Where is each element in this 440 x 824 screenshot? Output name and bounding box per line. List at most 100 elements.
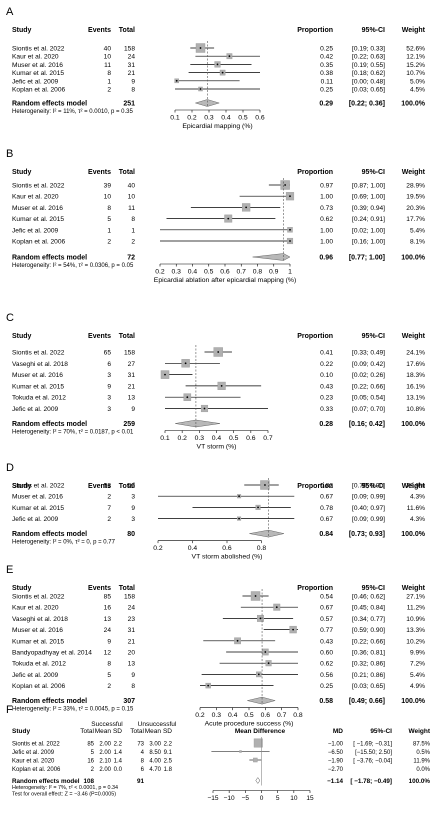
study-weight: 8.1% [410, 239, 425, 246]
study-total-unsuccessful: 4 [141, 750, 145, 756]
summary-total: 251 [123, 101, 135, 108]
study-row: Siontis et al. 2022 53 65 0.82 [0.70; 0.90] 7… [12, 480, 425, 490]
point-estimate [227, 217, 230, 220]
study-ci: [0.07; 0.70] [352, 406, 385, 413]
study-events: 9 [107, 383, 111, 390]
header-total: Total [119, 585, 135, 592]
point-estimate [292, 628, 294, 631]
summary-label: Random effects model [12, 698, 87, 705]
header-proportion: Proportion [297, 585, 333, 592]
summary-proportion: 0.96 [319, 255, 333, 262]
study-mean-unsuccessful: 4.00 [149, 758, 161, 764]
axis-tick-label: −10 [224, 795, 235, 802]
group-header-successful: Successful [91, 721, 123, 728]
study-total: 31 [128, 627, 136, 634]
overall-effect-test: Test for overall effect: Z = −3.46 (P=0.… [12, 792, 116, 798]
study-proportion: 0.62 [320, 216, 333, 223]
header-events: Events [88, 169, 111, 176]
study-events: 10 [104, 54, 112, 61]
study-total-successful: 2 [91, 767, 95, 773]
study-mean-unsuccessful: 4.70 [149, 767, 161, 773]
axis-tick-label: 0.2 [177, 435, 187, 442]
header-weight: Weight [402, 585, 426, 592]
study-name: Siontis et al. 2022 [12, 350, 65, 357]
axis-tick-label: 0.1 [160, 435, 170, 442]
study-events: 2 [107, 683, 111, 690]
axis-tick-label: 0.6 [222, 545, 232, 552]
axis-tick-label: 0.6 [255, 115, 265, 122]
point-estimate [289, 228, 291, 231]
study-ci: [0.69; 1.00] [352, 194, 385, 201]
study-weight: 87.5% [413, 741, 431, 747]
study-weight: 79.9% [406, 483, 425, 490]
summary-weight: 100.0% [401, 698, 426, 705]
study-ci: [0.34; 0.77] [352, 616, 385, 623]
study-ci: [0.09; 0.99] [352, 516, 385, 523]
study-row: Vaseghi et al. 2018 6 27 0.22 [0.09; 0.42] 17… [12, 359, 425, 368]
summary-ci: [ −1.78; −0.49] [350, 778, 392, 785]
point-estimate [257, 673, 260, 676]
study-name: Siontis et al. 2022 [12, 483, 65, 490]
study-mean-successful: 2.00 [99, 767, 111, 773]
study-total: 11 [128, 205, 135, 212]
point-estimate [259, 617, 262, 620]
study-total: 31 [128, 62, 136, 69]
study-ci: [0.16; 1.00] [352, 239, 385, 246]
study-total: 158 [124, 46, 135, 53]
header-study: Study [12, 728, 30, 735]
study-row: Tokuda et al. 2012 8 13 0.62 [0.32; 0.86] 7.2… [12, 660, 425, 668]
study-ci: [0.02; 1.00] [352, 227, 385, 234]
study-row: Koplan et al. 2006 2 2 1.00 [0.16; 1.00] 8.1% [12, 237, 425, 246]
summary-diamond [175, 419, 220, 428]
study-ci: [0.03; 0.65] [352, 87, 385, 94]
panel-label: D [6, 462, 14, 474]
header-events: Events [88, 27, 111, 34]
study-weight: 4.9% [410, 683, 425, 690]
study-sd-unsuccessful: 2.5 [164, 758, 173, 764]
axis-tick-label: 0.7 [237, 269, 247, 276]
study-proportion: 0.67 [320, 494, 333, 501]
summary-row: Random effects model 307 0.58 [0.49; 0.66] 1… [12, 696, 426, 705]
header-sd-successful: SD [113, 728, 122, 735]
study-total-unsuccessful: 6 [141, 767, 145, 773]
header-events: Events [88, 585, 111, 592]
study-row: Siontis et al. 2022 85 2.00 2.2 73 3.00 2.2 −1.… [12, 738, 431, 748]
study-weight: 9.9% [410, 650, 425, 657]
study-mean-successful: 2.00 [99, 750, 111, 756]
study-events: 8 [107, 205, 111, 212]
study-weight: 4.3% [410, 516, 425, 523]
study-sd-successful: 1.4 [114, 750, 123, 756]
summary-weight: 100.0% [401, 255, 426, 262]
study-ci: [0.59; 0.90] [352, 627, 385, 634]
summary-label: Random effects model [12, 255, 87, 262]
axis-tick-label: 0.5 [244, 712, 254, 719]
study-proportion: 1.00 [320, 227, 333, 234]
summary-total: 72 [127, 255, 135, 262]
study-name: Tokuda et al. 2012 [12, 661, 66, 668]
summary-md: −1.14 [327, 778, 343, 785]
study-weight: 15.2% [406, 62, 425, 69]
summary-label: Random effects model [12, 101, 87, 108]
study-events: 2 [107, 494, 111, 501]
study-proportion: 0.60 [320, 650, 333, 657]
study-events: 53 [104, 483, 112, 490]
study-sd-successful: 1.4 [114, 758, 123, 764]
study-name: Vaseghi et al. 2018 [12, 361, 68, 368]
study-row: Siontis et al. 2022 85 158 0.54 [0.46; 0.62]… [12, 591, 425, 601]
study-events: 8 [107, 70, 111, 77]
study-total-unsuccessful: 73 [137, 741, 144, 747]
header-weight: Weight [402, 27, 426, 34]
study-total: 3 [131, 516, 135, 523]
study-proportion: 0.82 [320, 483, 333, 490]
header-proportion: Proportion [297, 169, 333, 176]
weight-square [239, 750, 242, 753]
axis-tick-label: 0.3 [195, 435, 205, 442]
study-weight: 18.3% [406, 372, 425, 379]
header-study: Study [12, 585, 32, 592]
study-weight: 20.3% [406, 205, 425, 212]
study-row: Siontis et al. 2022 39 40 0.97 [0.87; 1.00] 2… [12, 180, 425, 190]
study-events: 3 [107, 372, 111, 379]
